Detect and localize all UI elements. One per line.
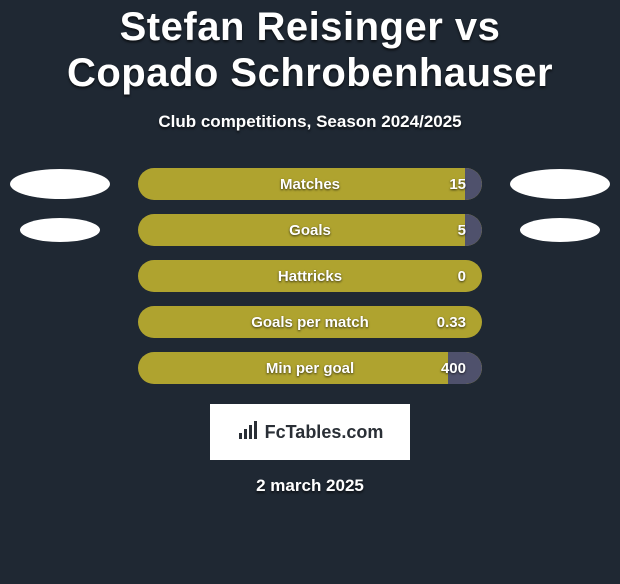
bar-chart-icon (237, 419, 259, 446)
stat-bar: Hattricks0 (138, 260, 482, 292)
stat-bar: Min per goal400 (138, 352, 482, 384)
stat-label: Goals (138, 214, 482, 246)
page-title: Stefan Reisinger vs Copado Schrobenhause… (0, 4, 620, 96)
stat-row: Matches15 (0, 168, 620, 200)
stat-row: Goals5 (0, 214, 620, 246)
stat-value: 0.33 (437, 306, 466, 338)
stat-value: 15 (449, 168, 466, 200)
page-date: 2 march 2025 (0, 476, 620, 496)
stats-rows: Matches15 Goals5 Hattricks0 Goals per match… (0, 168, 620, 384)
stat-bar-fill (448, 352, 482, 384)
left-oval (20, 218, 100, 242)
stat-bar: Goals per match0.33 (138, 306, 482, 338)
stat-value: 0 (458, 260, 466, 292)
stat-label: Min per goal (138, 352, 482, 384)
stat-label: Goals per match (138, 306, 482, 338)
left-oval (10, 169, 110, 199)
right-oval (510, 169, 610, 199)
stat-bar: Matches15 (138, 168, 482, 200)
logo-box: FcTables.com (210, 404, 410, 460)
stat-label: Hattricks (138, 260, 482, 292)
stat-label: Matches (138, 168, 482, 200)
stat-row: Min per goal400 (0, 352, 620, 384)
stat-bar: Goals5 (138, 214, 482, 246)
right-oval (520, 218, 600, 242)
page-subtitle: Club competitions, Season 2024/2025 (0, 112, 620, 132)
stat-row: Hattricks0 (0, 260, 620, 292)
logo-text: FcTables.com (265, 422, 384, 443)
stat-bar-fill (465, 214, 482, 246)
stat-row: Goals per match0.33 (0, 306, 620, 338)
stat-bar-fill (465, 168, 482, 200)
